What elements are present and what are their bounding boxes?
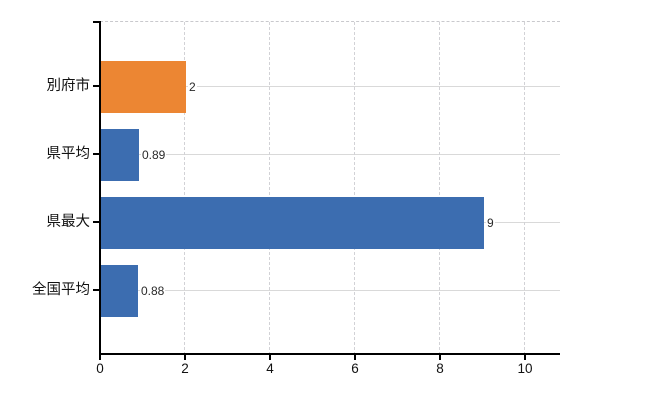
- plot-area: 2 0.89 9 0.88: [100, 21, 560, 355]
- vertical-gridline: [439, 22, 440, 355]
- vertical-gridline: [354, 22, 355, 355]
- y-axis-line: [99, 21, 101, 355]
- x-tick-mark: [354, 355, 356, 360]
- y-axis-label: 全国平均: [32, 282, 90, 298]
- y-tick-mark: [93, 153, 100, 155]
- x-tick-label: 2: [181, 361, 189, 376]
- bar: [101, 129, 139, 181]
- bar-value-label: 0.88: [140, 283, 166, 299]
- y-tick-mark: [93, 289, 100, 291]
- vertical-gridline: [269, 22, 270, 355]
- y-axis-label: 別府市: [46, 78, 91, 94]
- x-tick-mark: [184, 355, 186, 360]
- x-tick-label: 4: [266, 361, 274, 376]
- y-axis-label: 県平均: [46, 146, 91, 162]
- bar-value-label: 2: [188, 79, 197, 95]
- horizontal-gridline: [100, 290, 560, 291]
- x-tick-mark: [524, 355, 526, 360]
- x-tick-mark: [99, 355, 101, 360]
- y-axis-top-tick: [93, 21, 100, 23]
- bar: [101, 61, 186, 113]
- y-tick-mark: [93, 85, 100, 87]
- vertical-gridline: [524, 22, 525, 355]
- horizontal-gridline: [100, 154, 560, 155]
- bar-value-label: 0.89: [141, 147, 167, 163]
- x-axis-line: [99, 353, 560, 355]
- bar: [101, 265, 138, 317]
- horizontal-gridline: [100, 86, 560, 87]
- x-tick-label: 6: [351, 361, 359, 376]
- bar-value-label: 9: [486, 215, 495, 231]
- x-tick-mark: [439, 355, 441, 360]
- y-tick-mark: [93, 221, 100, 223]
- vertical-gridline: [184, 22, 185, 355]
- x-tick-mark: [269, 355, 271, 360]
- y-axis-label: 県最大: [46, 214, 91, 230]
- x-tick-label: 10: [517, 361, 533, 376]
- x-tick-label: 8: [436, 361, 444, 376]
- bar: [101, 197, 484, 249]
- x-tick-label: 0: [96, 361, 104, 376]
